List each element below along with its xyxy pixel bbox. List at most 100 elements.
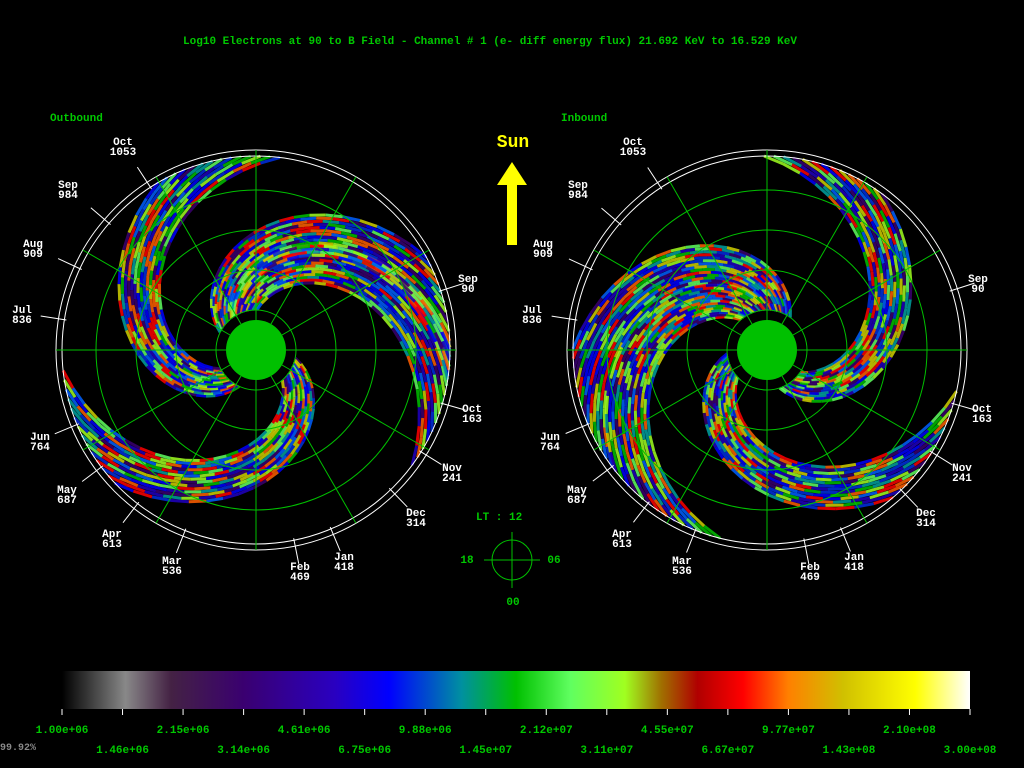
swath-segment <box>837 473 855 478</box>
swath-segment <box>774 472 789 481</box>
swath-segment <box>263 275 274 284</box>
swath-segment <box>246 295 254 305</box>
swath-segment <box>916 421 933 436</box>
swath-segment <box>722 373 729 383</box>
swath-segment <box>688 511 706 528</box>
swath-segment <box>711 369 719 380</box>
swath-segment <box>326 274 341 281</box>
swath-segment <box>282 438 293 450</box>
swath-segment <box>784 457 799 465</box>
swath-segment <box>232 291 239 302</box>
swath-segment <box>640 300 654 313</box>
swath-segment <box>135 473 154 482</box>
swath-segment <box>650 358 659 373</box>
swath-segment <box>820 387 832 393</box>
swath-segment <box>214 303 219 314</box>
swath-segment <box>875 332 885 346</box>
swath-segment <box>267 442 279 454</box>
swath-segment <box>639 372 647 388</box>
swath-segment <box>151 293 157 308</box>
swath-segment <box>608 421 614 441</box>
swath-segment <box>103 432 121 446</box>
swath-segment <box>787 477 804 485</box>
swath-segment <box>220 317 226 326</box>
swath-segment <box>180 352 190 361</box>
swath-segment <box>725 436 735 449</box>
swath-segment <box>888 318 896 333</box>
month-tick <box>329 526 341 552</box>
swath-segment <box>418 372 426 392</box>
swath-segment <box>724 386 729 396</box>
swath-segment <box>182 366 193 375</box>
swath-segment <box>377 236 395 248</box>
month-label: Jul <box>12 305 32 317</box>
swath-segment <box>624 367 632 384</box>
swath-segment <box>124 438 141 450</box>
swath-segment <box>811 160 830 175</box>
swath-segment <box>709 364 717 374</box>
swath-segment <box>291 378 298 388</box>
swath-segment <box>626 440 634 460</box>
swath-segment <box>731 391 735 402</box>
swath-segment <box>733 384 738 394</box>
swath-segment <box>665 298 679 307</box>
swath-segment <box>227 278 235 289</box>
swath-segment <box>298 253 312 258</box>
swath-segment <box>158 353 170 365</box>
swath-segment <box>754 437 765 448</box>
swath-segment <box>230 276 238 288</box>
swath-segment <box>683 312 695 320</box>
swath-segment <box>214 324 222 334</box>
swath-segment <box>773 288 781 299</box>
swath-segment <box>745 276 756 285</box>
month-tick <box>951 402 977 411</box>
swath-segment <box>854 335 864 347</box>
swath-segment <box>907 460 927 474</box>
swath-segment <box>599 419 604 439</box>
swath-segment <box>880 288 884 303</box>
swath-segment <box>718 282 730 287</box>
swath-segment <box>630 388 636 405</box>
swath-segment <box>318 276 332 281</box>
swath-segment <box>823 395 835 400</box>
swath-segment <box>130 289 135 306</box>
swath-segment <box>724 450 736 464</box>
swath-segment <box>706 264 720 269</box>
swath-segment <box>782 162 801 175</box>
swath-segment <box>724 254 737 261</box>
swath-segment <box>634 334 646 349</box>
colorbar-label: 9.88e+06 <box>399 725 452 737</box>
swath-segment <box>268 262 281 271</box>
swath-segment <box>715 386 720 397</box>
swath-segment <box>143 230 153 248</box>
swath-segment <box>717 440 727 453</box>
swath-segment <box>258 451 270 462</box>
swath-segment <box>279 215 295 223</box>
swath-segment <box>678 304 691 313</box>
swath-segment <box>831 360 842 369</box>
swath-segment <box>279 244 293 252</box>
swath-segment <box>124 302 131 318</box>
swath-segment <box>407 266 424 282</box>
swath-segment <box>612 429 618 449</box>
swath-segment <box>836 175 852 192</box>
swath-segment <box>139 203 152 222</box>
swath-segment <box>418 322 431 340</box>
swath-segment <box>241 154 262 165</box>
swath-segment <box>729 438 740 450</box>
swath-segment <box>155 374 167 384</box>
swath-segment <box>283 376 289 386</box>
swath-segment <box>221 288 227 299</box>
swath-segment <box>657 493 672 511</box>
swath-segment <box>840 353 850 363</box>
swath-segment <box>438 312 451 332</box>
swath-segment <box>775 303 782 313</box>
swath-segment <box>651 254 667 264</box>
swath-segment <box>897 452 915 465</box>
swath-segment <box>335 273 350 280</box>
swath-segment <box>844 366 855 376</box>
swath-segment <box>720 434 730 447</box>
swath-segment <box>130 257 137 275</box>
swath-segment <box>826 391 838 398</box>
month-label: Aug <box>533 239 553 251</box>
